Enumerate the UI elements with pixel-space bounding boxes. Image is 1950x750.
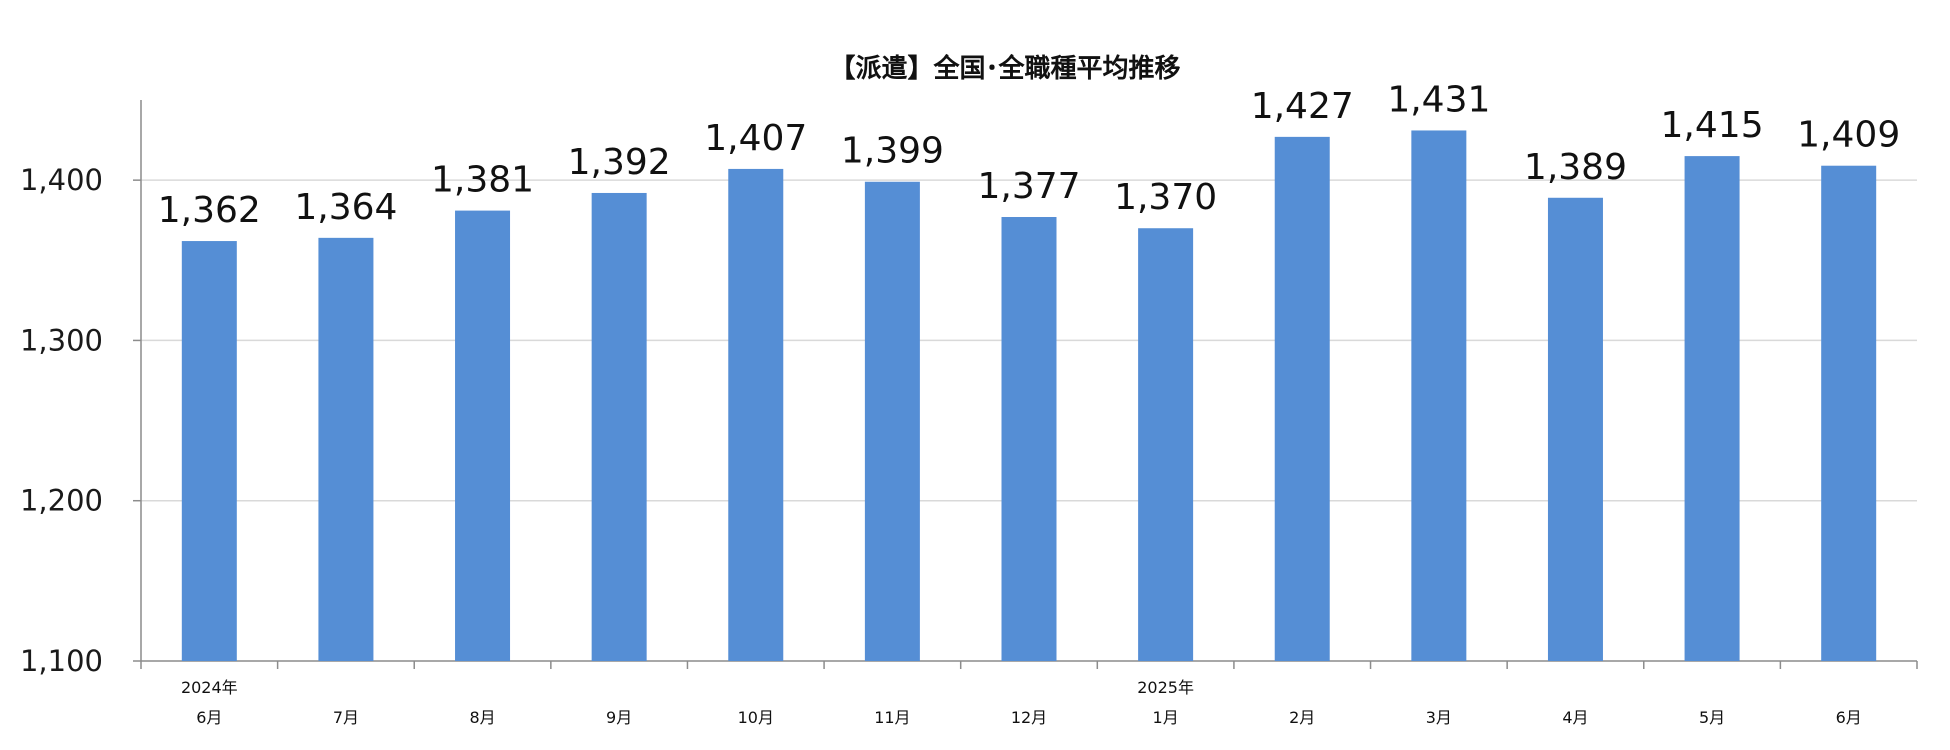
data-label: 1,381	[431, 160, 534, 201]
x-tick-label: 9月	[606, 708, 632, 727]
x-tick-label: 6月	[1836, 708, 1862, 727]
x-tick-label: 1月	[1153, 708, 1179, 727]
data-label: 1,409	[1797, 115, 1900, 156]
bar	[1138, 228, 1194, 661]
data-label: 1,431	[1387, 79, 1490, 120]
x-tick-label: 3月	[1426, 708, 1452, 727]
x-tick-label: 12月	[1011, 708, 1047, 727]
bar	[591, 192, 647, 662]
x-year-label: 2024年	[181, 678, 238, 697]
bar	[1411, 130, 1467, 661]
bar	[1684, 156, 1740, 661]
bar	[1821, 165, 1877, 661]
y-tick-label: 1,100	[20, 644, 103, 678]
data-label: 1,389	[1524, 147, 1627, 188]
bar	[455, 210, 511, 661]
x-tick-label: 10月	[738, 708, 774, 727]
tick-labels: 1,100 1,200 1,300 1,400 2024年 6月 7月 8月 9月 10月 11月 1…	[20, 163, 1862, 727]
bar	[1001, 217, 1057, 661]
data-label: 1,415	[1661, 105, 1764, 146]
bar	[864, 181, 920, 661]
x-tick-label: 5月	[1699, 708, 1725, 727]
bars	[181, 130, 1877, 662]
y-tick-label: 1,400	[20, 163, 103, 197]
data-label: 1,364	[294, 187, 397, 228]
x-tick-label: 4月	[1562, 708, 1588, 727]
bar	[318, 237, 374, 662]
x-tick-label: 6月	[196, 708, 222, 727]
bar	[1274, 136, 1330, 661]
data-label: 1,399	[841, 131, 944, 172]
data-label: 1,362	[158, 190, 261, 231]
bar	[181, 241, 237, 661]
chart-title: 【派遣】全国･全職種平均推移	[829, 53, 1180, 84]
data-label: 1,427	[1251, 86, 1354, 127]
bar	[728, 168, 784, 661]
x-year-label: 2025年	[1137, 678, 1194, 697]
x-tick-label: 8月	[469, 708, 495, 727]
data-label: 1,377	[977, 166, 1080, 207]
data-label: 1,392	[568, 142, 671, 183]
x-tick-label: 11月	[874, 708, 910, 727]
bar	[1547, 197, 1603, 661]
y-tick-label: 1,300	[20, 323, 103, 357]
y-tick-label: 1,200	[20, 484, 103, 518]
data-labels: 1,362 1,364 1,381 1,392 1,407 1,399 1,377 1,370…	[158, 79, 1900, 231]
x-tick-label: 7月	[333, 708, 359, 727]
data-label: 1,370	[1114, 177, 1217, 218]
x-tick-label: 2月	[1289, 708, 1315, 727]
data-label: 1,407	[704, 118, 807, 159]
